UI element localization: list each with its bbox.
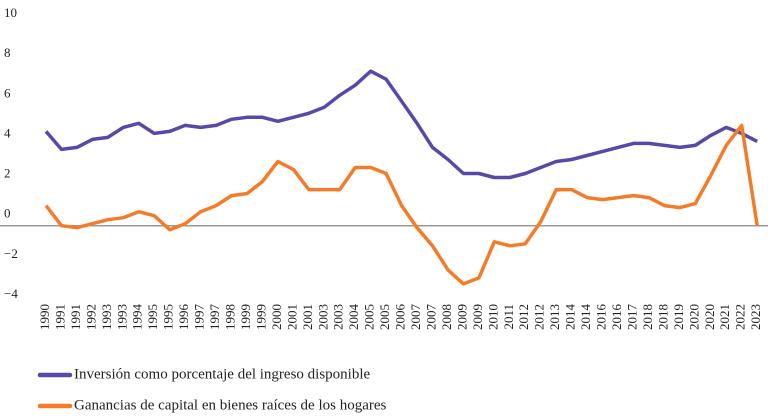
x-tick-label: 2010 — [485, 304, 500, 330]
x-tick-label: 2005 — [362, 304, 377, 330]
legend-label: Ganancias de capital en bienes raíces de… — [74, 397, 387, 413]
x-tick-label: 1997 — [207, 304, 222, 331]
series-line — [44, 69, 759, 180]
x-tick-label: 2020 — [686, 304, 701, 330]
x-tick-label: 2009 — [470, 304, 485, 330]
x-tick-label: 1998 — [223, 304, 238, 330]
x-tick-label: 2012 — [516, 304, 531, 330]
x-tick-label: 1993 — [99, 304, 114, 330]
x-tick-label: 2016 — [594, 304, 609, 331]
y-tick-label: 2 — [4, 166, 11, 181]
x-tick-label: 1991 — [52, 304, 67, 330]
x-tick-label: 2001 — [284, 304, 299, 330]
y-tick-label: −4 — [4, 286, 18, 301]
series-line — [44, 123, 759, 286]
x-tick-label: 1991 — [68, 304, 83, 330]
x-tick-label: 2023 — [748, 304, 763, 330]
x-tick-label: 2006 — [393, 304, 408, 331]
x-tick-label: 1993 — [114, 304, 129, 330]
x-tick-label: 1996 — [176, 304, 191, 331]
x-tick-label: 2012 — [532, 304, 547, 330]
x-tick-label: 2000 — [269, 304, 284, 330]
x-tick-label: 1994 — [130, 304, 145, 331]
x-tick-label: 2020 — [702, 304, 717, 330]
x-tick-label: 2008 — [439, 304, 454, 330]
x-tick-label: 2003 — [315, 304, 330, 330]
x-tick-label: 2018 — [640, 304, 655, 330]
x-tick-label: 1995 — [161, 304, 176, 330]
x-tick-label: 2003 — [331, 304, 346, 330]
x-tick-label: 2014 — [563, 304, 578, 331]
legend-label: Inversión como porcentaje del ingreso di… — [74, 366, 371, 382]
x-tick-label: 2011 — [501, 304, 516, 330]
x-tick-label: 2016 — [609, 304, 624, 331]
x-tick-label: 2018 — [655, 304, 670, 330]
y-tick-label: −2 — [4, 246, 18, 261]
x-tick-label: 2007 — [408, 304, 423, 331]
x-tick-label: 1997 — [192, 304, 207, 331]
y-tick-label: 8 — [4, 45, 11, 60]
x-tick-label: 1999 — [238, 304, 253, 330]
x-tick-label: 2005 — [377, 304, 392, 330]
x-tick-label: 2021 — [717, 304, 732, 330]
x-tick-label: 2001 — [300, 304, 315, 330]
x-tick-label: 1995 — [145, 304, 160, 330]
y-tick-label: 0 — [4, 206, 11, 221]
x-tick-label: 2009 — [454, 304, 469, 330]
x-tick-label: 2004 — [346, 304, 361, 331]
x-tick-label: 2017 — [624, 304, 639, 331]
x-tick-label: 1999 — [253, 304, 268, 330]
x-tick-label: 2019 — [671, 304, 686, 330]
y-tick-label: 4 — [4, 125, 11, 140]
y-tick-label: 6 — [4, 85, 11, 100]
x-tick-label: 2022 — [733, 304, 748, 330]
x-tick-label: 2007 — [423, 304, 438, 331]
x-tick-label: 2013 — [547, 304, 562, 330]
y-tick-label: 10 — [4, 5, 17, 20]
x-tick-label: 1992 — [83, 304, 98, 330]
x-tick-label: 2014 — [578, 304, 593, 331]
x-tick-label: 1990 — [37, 304, 52, 330]
